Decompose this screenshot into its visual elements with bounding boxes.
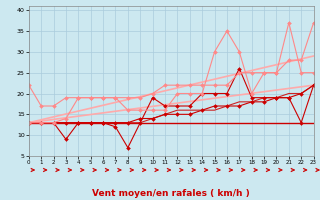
Text: Vent moyen/en rafales ( km/h ): Vent moyen/en rafales ( km/h ) [92, 189, 250, 198]
